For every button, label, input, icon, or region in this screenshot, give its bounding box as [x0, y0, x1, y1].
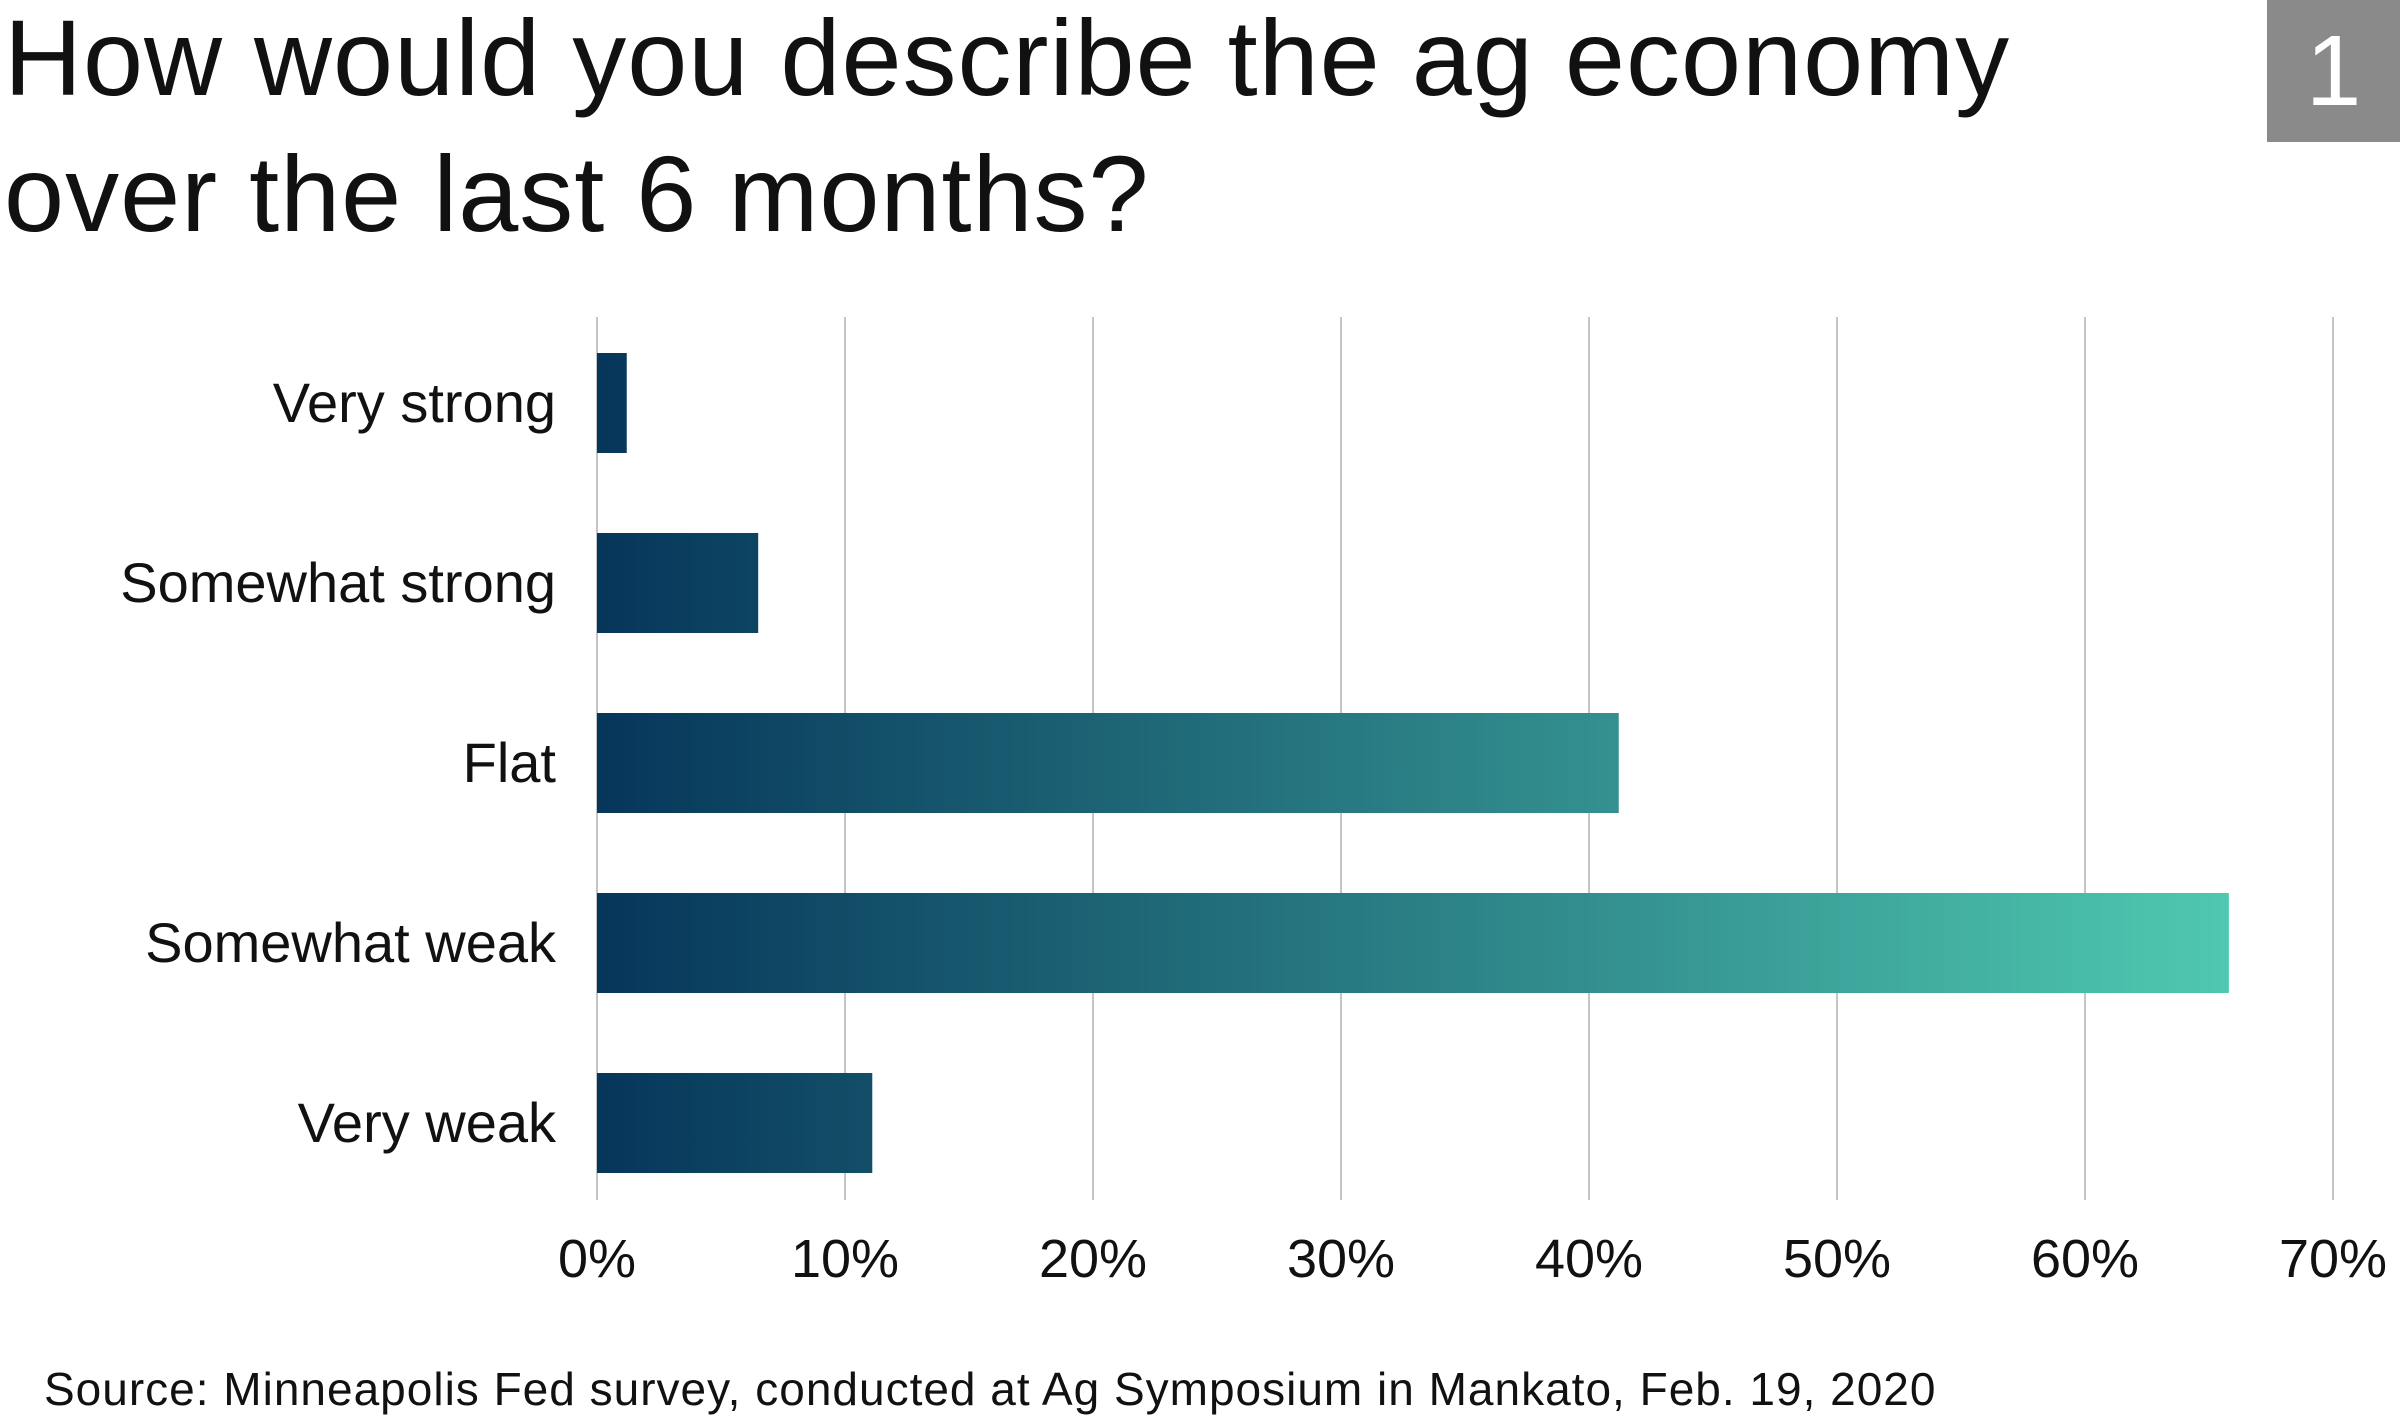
- x-tick-label: 70%: [2279, 1229, 2387, 1289]
- x-axis-tick-labels: 0% 10% 20% 30% 40% 50% 60% 70%: [558, 1229, 2387, 1289]
- category-label: Flat: [463, 731, 557, 794]
- x-tick-label: 40%: [1535, 1229, 1643, 1289]
- bar: [597, 893, 2229, 993]
- bar-chart: Very strong Somewhat strong Flat Somewhat w…: [120, 317, 2387, 1289]
- bars: [597, 353, 2229, 1173]
- page-number-badge: 1: [2267, 0, 2400, 142]
- category-label: Very strong: [273, 371, 556, 434]
- chart-title: How would you describe the ag economy ov…: [4, 0, 2204, 262]
- bar: [597, 713, 1619, 813]
- bar: [597, 533, 759, 633]
- source-note: Source: Minneapolis Fed survey, conducte…: [44, 1363, 1937, 1415]
- chart-title-line-1: How would you describe the ag economy: [4, 0, 2011, 118]
- category-labels: Very strong Somewhat strong Flat Somewhat w…: [120, 371, 557, 1154]
- chart-title-line-2: over the last 6 months?: [4, 133, 1150, 254]
- x-tick-label: 30%: [1287, 1229, 1395, 1289]
- category-label: Somewhat weak: [145, 911, 557, 974]
- x-tick-label: 0%: [558, 1229, 636, 1289]
- bar: [597, 353, 627, 453]
- category-label: Somewhat strong: [120, 551, 556, 614]
- category-label: Very weak: [298, 1091, 557, 1154]
- x-tick-label: 20%: [1039, 1229, 1147, 1289]
- x-tick-label: 10%: [791, 1229, 899, 1289]
- x-tick-label: 60%: [2031, 1229, 2139, 1289]
- bar: [597, 1073, 873, 1173]
- x-tick-label: 50%: [1783, 1229, 1891, 1289]
